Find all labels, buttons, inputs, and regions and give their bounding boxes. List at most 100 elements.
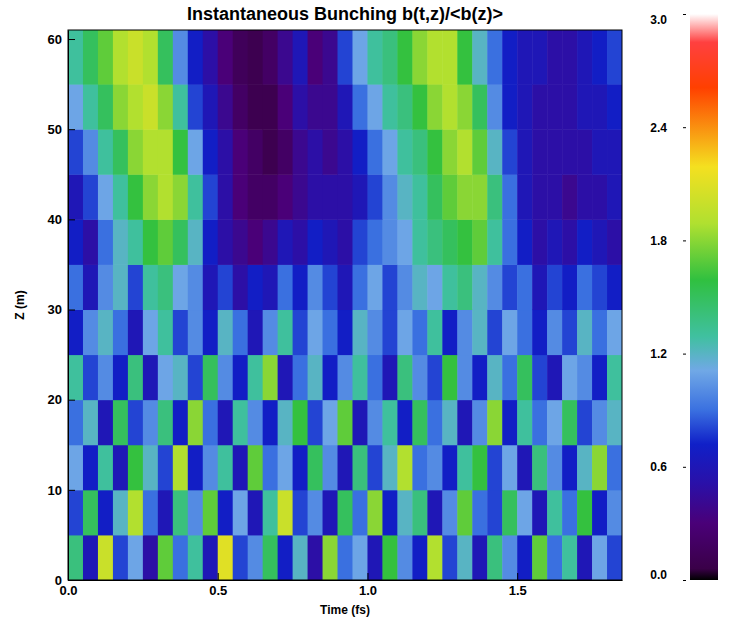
colorbar [690,14,718,580]
heatmap-cell [352,174,367,220]
heatmap-cell [502,264,517,310]
heatmap-cell [397,264,412,310]
heatmap-cell [547,219,562,265]
heatmap-cell [323,174,338,220]
heatmap-cell [427,30,442,85]
heatmap-cell [173,535,188,580]
heatmap-cell [98,129,113,175]
heatmap-cell [427,400,442,446]
tick-mark [683,240,686,241]
heatmap-cell [517,355,532,401]
heatmap-cell [308,535,323,580]
heatmap-cell [233,174,248,220]
heatmap-cell [577,84,592,130]
heatmap-cell [263,490,278,536]
heatmap-cell [293,400,308,446]
heatmap-cell [547,355,562,401]
heatmap-cell [577,264,592,310]
heatmap-cell [592,445,607,491]
heatmap-cell [502,400,517,446]
heatmap-cell [83,535,98,580]
heatmap-cell [143,219,158,265]
heatmap-cell [427,174,442,220]
heatmap-cell [218,264,233,310]
heatmap-cell [293,174,308,220]
heatmap-cell [68,84,83,130]
heatmap-cell [233,490,248,536]
heatmap-cell [248,219,263,265]
heatmap-cell [173,490,188,536]
heatmap-cell [203,30,218,85]
heatmap-cell [188,400,203,446]
heatmap-cell [427,355,442,401]
heatmap-cell [577,445,592,491]
tick: 0.5 [209,573,227,598]
heatmap-cell [532,174,547,220]
heatmap-cell [278,30,293,85]
heatmap-cell [263,400,278,446]
heatmap-cell [203,445,218,491]
heatmap-cell [323,400,338,446]
tick: 40 [48,212,75,227]
tick: 0.0 [650,568,686,582]
heatmap-cell [83,445,98,491]
heatmap-cell [442,355,457,401]
heatmap-cell [143,30,158,85]
heatmap-cell [367,129,382,175]
heatmap-cell [442,174,457,220]
heatmap-cell [113,30,128,85]
chart-title: Instantaneous Bunching b(t,z)/<b(z)> [187,4,503,24]
heatmap-cell [98,219,113,265]
heatmap-cell [98,84,113,130]
heatmap-cell [218,219,233,265]
heatmap-cell [218,445,233,491]
tick: 10 [48,482,75,497]
heatmap-cell [158,129,173,175]
heatmap-cell [412,355,427,401]
heatmap-cell [562,490,577,536]
heatmap-cell [427,84,442,130]
heatmap-cell [487,355,502,401]
heatmap-cell [442,310,457,356]
tick-mark [68,39,75,40]
heatmap-cell [293,129,308,175]
heatmap-cell [248,174,263,220]
heatmap-cell [98,174,113,220]
heatmap-cell [323,445,338,491]
colorbar-axis: 0.00.61.21.82.43.0 [650,13,686,582]
heatmap-cell [308,490,323,536]
heatmap-cell [218,490,233,536]
heatmap-cell [367,400,382,446]
heatmap-cell [382,355,397,401]
heatmap-cell [233,355,248,401]
heatmap-cell [472,535,487,580]
tick-label: 2.4 [650,121,667,135]
heatmap-cell [158,264,173,310]
heatmap-cell [98,310,113,356]
heatmap-cell [532,310,547,356]
heatmap-cell [517,219,532,265]
heatmap-cell [323,84,338,130]
heatmap-cell [412,219,427,265]
tick-label: 10 [48,482,62,497]
heatmap-cell [83,30,98,85]
heatmap-cell [308,400,323,446]
tick: 1.2 [650,347,686,361]
heatmap-cell [68,264,83,310]
heatmap-cell [128,84,143,130]
heatmap-cell [577,355,592,401]
tick: 50 [48,122,75,137]
heatmap-cell [607,264,622,310]
heatmap-cell [173,310,188,356]
heatmap-cell [427,129,442,175]
heatmap-cell [263,219,278,265]
heatmap-cell [293,219,308,265]
heatmap-cell [562,535,577,580]
heatmap-cell [547,264,562,310]
heatmap-cell [263,30,278,85]
heatmap-cell [367,30,382,85]
heatmap-cell [562,84,577,130]
heatmap-cell [143,355,158,401]
heatmap-cell [293,264,308,310]
heatmap-cell [607,445,622,491]
